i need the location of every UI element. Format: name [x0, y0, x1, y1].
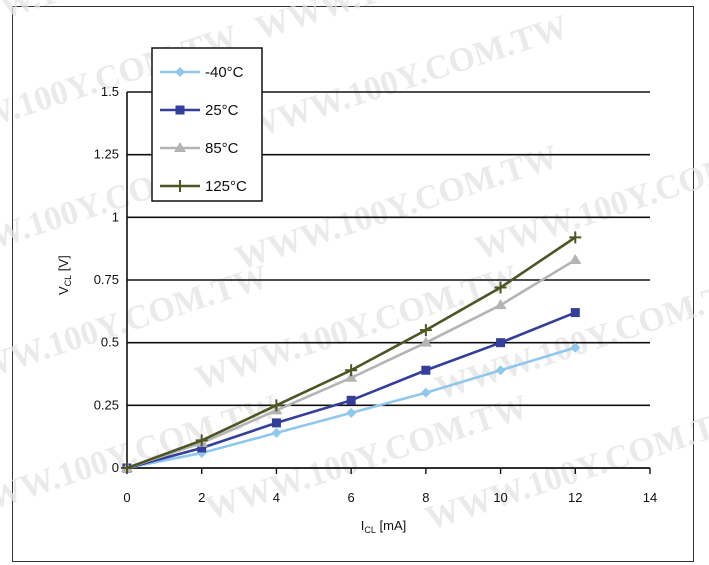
data-point-marker	[421, 365, 431, 375]
data-point-marker	[270, 399, 283, 412]
legend-label: -40°C	[205, 64, 244, 81]
x-tick-label: 2	[198, 490, 205, 505]
data-point-marker	[197, 443, 207, 453]
legend-entry: 85°C	[160, 140, 239, 157]
y-tick-label: 1.25	[94, 147, 119, 162]
x-axis-label: ICL [mA]	[361, 518, 406, 535]
watermark-layer: WWW.100Y.COM.TWWWW.100Y.COM.TWWWW.100Y.C…	[0, 0, 709, 538]
legend-label: 25°C	[205, 102, 239, 119]
series	[121, 231, 582, 474]
data-point-marker	[419, 324, 432, 337]
data-point-marker	[570, 342, 581, 353]
legend-entry: 125°C	[160, 178, 247, 195]
y-tick-label: 1	[112, 209, 119, 224]
data-point-marker	[271, 418, 281, 428]
y-axis-label: VCL [V]	[56, 255, 73, 295]
data-point-marker	[346, 407, 357, 418]
x-tick-label: 6	[348, 490, 355, 505]
y-tick-label: 0.5	[101, 335, 119, 350]
watermark-text: WWW.100Y.COM.TW	[471, 128, 709, 267]
data-point-marker	[174, 180, 186, 192]
data-point-marker	[495, 365, 506, 376]
data-point-marker	[419, 336, 432, 347]
data-point-marker	[569, 253, 582, 264]
data-point-marker	[345, 371, 358, 382]
x-tick-label: 14	[643, 490, 657, 505]
data-point-marker	[174, 142, 186, 152]
data-point-marker	[271, 427, 282, 438]
x-tick-label: 4	[273, 490, 280, 505]
data-point-marker	[175, 105, 185, 115]
axes: 0 2 4 6 8 10 12 14	[123, 92, 657, 505]
legend-label: 125°C	[205, 178, 247, 195]
data-point-marker	[345, 364, 358, 377]
data-point-marker	[346, 395, 356, 405]
legend-entry: 25°C	[160, 102, 239, 119]
legend: -40°C 25°C 85°C 125°C	[151, 47, 263, 202]
data-point-marker	[570, 308, 580, 318]
y-tick-label: 1.5	[101, 84, 119, 99]
y-tick-label: 0	[112, 460, 119, 475]
legend-label: 85°C	[205, 140, 239, 157]
x-tick-label: 8	[422, 490, 429, 505]
data-point-marker	[494, 281, 507, 294]
series-lines	[121, 231, 582, 474]
y-tick-label: 0.75	[94, 272, 119, 287]
y-tick-label: 0.25	[94, 397, 119, 412]
legend-box	[151, 47, 263, 202]
data-point-marker	[420, 387, 431, 398]
legend-entry: -40°C	[160, 64, 244, 81]
x-tick-label: 0	[123, 490, 130, 505]
data-point-marker	[569, 231, 582, 244]
data-point-marker	[121, 462, 133, 474]
data-point-marker	[175, 67, 185, 77]
x-tick-label: 12	[568, 490, 582, 505]
data-point-marker	[496, 338, 506, 348]
x-tick-label: 10	[493, 490, 507, 505]
data-point-marker	[195, 434, 208, 447]
data-point-marker	[494, 299, 507, 310]
